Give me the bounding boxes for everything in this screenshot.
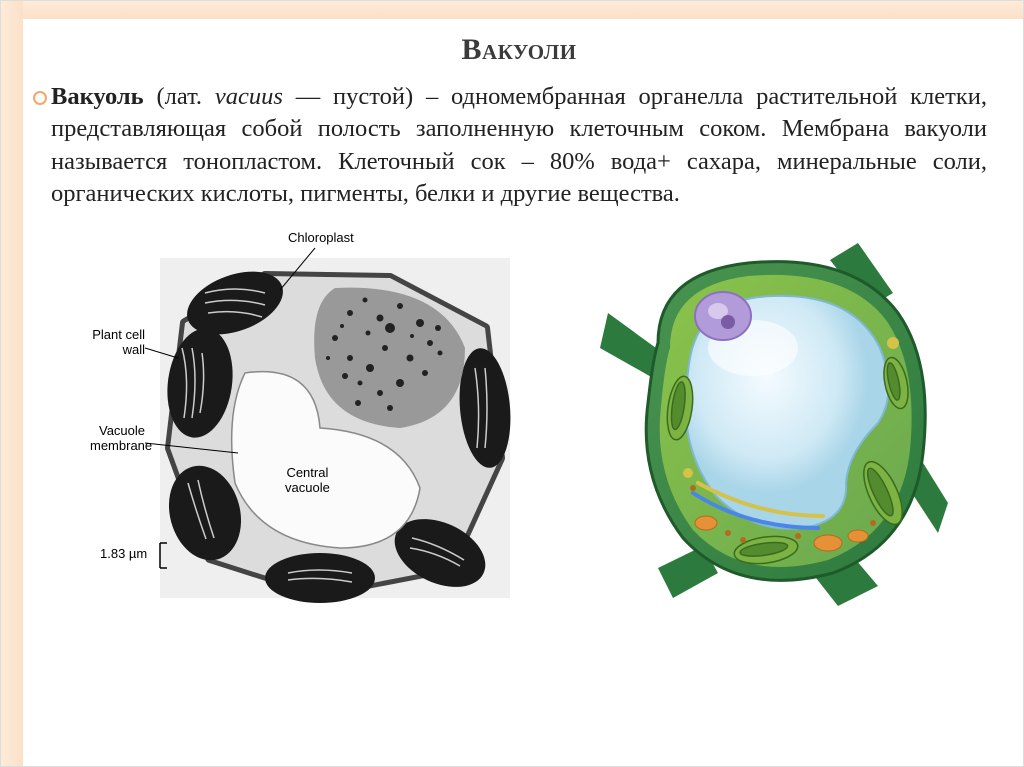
- figures-row: Chloroplast Plant cell wall Vacuole memb…: [51, 228, 987, 608]
- label-vacuole-membrane: Vacuole membrane: [90, 424, 145, 453]
- label-chloroplast: Chloroplast: [288, 231, 354, 245]
- label-scale: 1.83 µm: [100, 547, 147, 561]
- frame-top-border: [1, 1, 1023, 19]
- label-cell-wall: Plant cell wall: [90, 328, 145, 357]
- term-bold: Вакуоль: [51, 83, 144, 110]
- latin-term: vacuus: [215, 83, 283, 110]
- slide-frame: Вакуоли Вакуоль (лат. vacuus — пустой) –…: [0, 0, 1024, 767]
- label-central-vacuole: Central vacuole: [285, 466, 330, 495]
- frame-left-border: [1, 1, 23, 766]
- slide-title: Вакуоли: [51, 33, 987, 67]
- micrograph-svg: [90, 228, 520, 608]
- text-1: (лат.: [144, 83, 215, 110]
- plant-cell-illustration: [598, 228, 948, 608]
- electron-micrograph: Chloroplast Plant cell wall Vacuole memb…: [90, 228, 520, 608]
- body-paragraph: Вакуоль (лат. vacuus — пустой) – одномем…: [51, 81, 987, 210]
- bullet-icon: [33, 91, 47, 105]
- slide-content: Вакуоли Вакуоль (лат. vacuus — пустой) –…: [23, 19, 1023, 766]
- plant-cell-svg: [598, 228, 948, 608]
